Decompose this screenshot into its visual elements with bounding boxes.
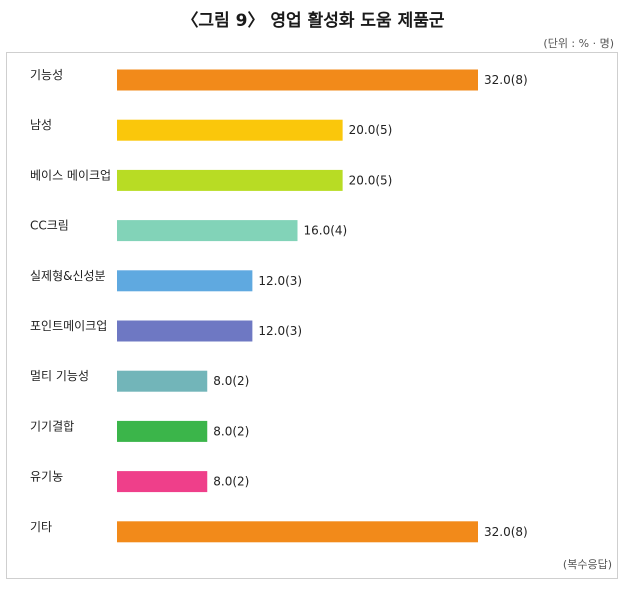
bar bbox=[117, 370, 208, 392]
bar bbox=[117, 220, 298, 242]
data-label: 8.0(2) bbox=[213, 424, 249, 438]
bar bbox=[117, 270, 253, 292]
bar bbox=[117, 119, 343, 141]
category-label: 포인트메이크업 bbox=[30, 319, 107, 333]
data-label: 20.0(5) bbox=[349, 123, 393, 137]
category-label: 멀티 기능성 bbox=[30, 369, 89, 383]
bar bbox=[117, 521, 478, 543]
category-label: 기능성 bbox=[30, 68, 63, 82]
category-label: 남성 bbox=[30, 118, 52, 132]
data-label: 20.0(5) bbox=[349, 173, 393, 187]
data-label: 8.0(2) bbox=[213, 374, 249, 388]
category-label: 실제형&신성분 bbox=[30, 269, 106, 283]
bar bbox=[117, 169, 343, 191]
data-label: 32.0(8) bbox=[484, 525, 528, 539]
bar bbox=[117, 69, 478, 91]
category-label: CC크림 bbox=[30, 219, 69, 233]
data-label: 12.0(3) bbox=[258, 274, 302, 288]
multiple-response-note: (복수응답) bbox=[562, 558, 612, 571]
category-label: 베이스 메이크업 bbox=[30, 168, 111, 182]
data-label: 32.0(8) bbox=[484, 73, 528, 87]
bar bbox=[117, 471, 208, 493]
unit-label: (단위 : % · 명) bbox=[543, 37, 614, 50]
data-label: 12.0(3) bbox=[258, 324, 302, 338]
bar bbox=[117, 320, 253, 342]
bar bbox=[117, 420, 208, 442]
category-label: 기타 bbox=[30, 520, 52, 534]
data-label: 16.0(4) bbox=[304, 224, 348, 238]
category-label: 유기농 bbox=[30, 470, 63, 484]
data-label: 8.0(2) bbox=[213, 475, 249, 489]
category-label: 기기결합 bbox=[30, 419, 74, 433]
chart-title: 〈그림 9〉 영업 활성화 도움 제품군 bbox=[181, 11, 445, 31]
chart-frame bbox=[6, 52, 618, 579]
